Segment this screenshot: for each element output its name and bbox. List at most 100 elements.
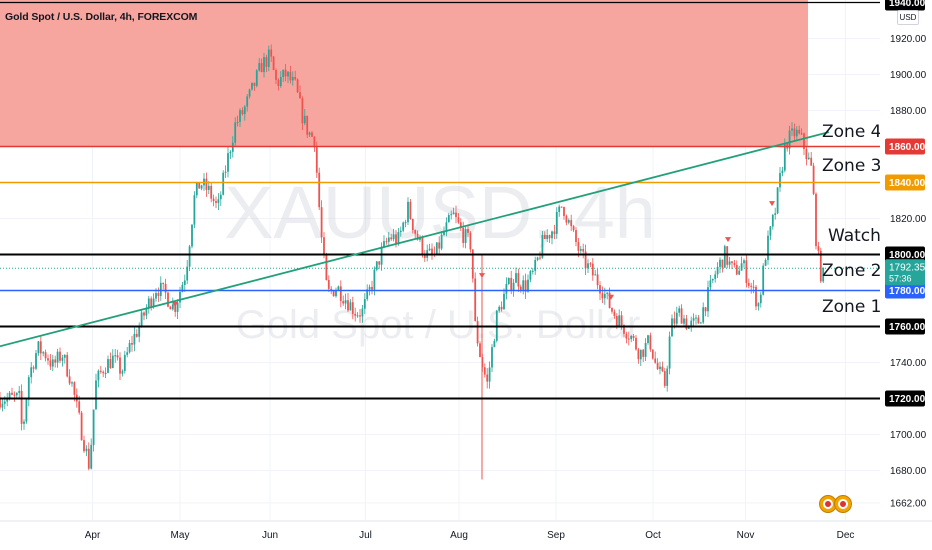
candle-body: [769, 226, 772, 236]
candle-body: [582, 248, 585, 252]
candle-body: [176, 302, 179, 312]
x-tick-label-dec: Dec: [837, 530, 855, 541]
candle-body: [258, 63, 261, 71]
y-tick-label: 1880.00: [890, 106, 927, 117]
alert-marker: [725, 237, 731, 243]
candle-body: [13, 394, 16, 396]
candle-body: [61, 357, 64, 361]
zone-label-watch: Watch: [828, 226, 881, 246]
candle-body: [702, 307, 705, 323]
candle-body: [159, 282, 162, 296]
y-tick-label: 1700.00: [890, 430, 927, 441]
candle-body: [567, 220, 570, 223]
trendline: [0, 131, 830, 348]
candle-body: [793, 128, 796, 137]
candle-body: [625, 333, 628, 339]
candle-body: [164, 284, 167, 293]
candle-body: [721, 259, 724, 268]
candle-body: [553, 231, 556, 234]
symbol-title[interactable]: Gold Spot / U.S. Dollar, 4h, FOREXCOM: [5, 11, 198, 23]
candle-body: [332, 290, 335, 297]
candle-body: [97, 370, 100, 381]
candle-body: [534, 259, 537, 271]
candle-body: [587, 263, 589, 269]
candle-body: [774, 213, 777, 215]
candle-body: [327, 279, 330, 289]
candle-body: [392, 234, 395, 240]
flag-icon-2[interactable]: [834, 495, 852, 513]
candle-body: [762, 265, 765, 295]
candle-body: [675, 312, 678, 324]
candle-body: [723, 246, 726, 268]
candle-body: [123, 354, 126, 372]
candle-body: [171, 304, 174, 310]
candle-body: [318, 172, 321, 208]
candle-body: [212, 198, 215, 202]
candle-body: [651, 349, 654, 359]
candle-body: [263, 57, 265, 73]
candle-body: [227, 153, 229, 172]
candle-body: [635, 337, 637, 350]
candle-body: [109, 359, 112, 368]
candle-body: [51, 359, 54, 367]
candle-body: [205, 178, 208, 190]
candle-body: [1, 403, 4, 408]
alert-marker: [172, 301, 178, 307]
candle-body: [99, 370, 102, 372]
candle-body: [493, 340, 496, 348]
candle-body: [162, 282, 165, 285]
candle-body: [601, 293, 604, 299]
resistance-zone: [0, 0, 808, 147]
candle-body: [18, 390, 21, 393]
candle-body: [349, 302, 352, 311]
candle-body: [68, 376, 71, 384]
candle-body: [735, 264, 738, 275]
candle-body: [90, 444, 93, 469]
alert-marker: [608, 294, 614, 300]
candle-body: [469, 232, 472, 250]
candle-body: [771, 214, 774, 227]
candle-body: [738, 270, 741, 275]
currency-badge[interactable]: USD: [897, 10, 919, 25]
candle-body: [25, 399, 28, 422]
candle-body: [270, 49, 273, 57]
candle-body: [589, 263, 592, 265]
candle-body: [66, 354, 69, 377]
candle-body: [764, 259, 767, 266]
candle-body: [308, 132, 311, 135]
candle-body: [193, 195, 196, 225]
y-tick-label: 1920.00: [890, 34, 927, 45]
x-tick-label-oct: Oct: [645, 530, 661, 541]
candle-body: [279, 76, 282, 87]
candle-body: [87, 448, 90, 469]
candle-body: [303, 115, 306, 124]
candle-body: [3, 401, 6, 404]
candle-body: [476, 321, 479, 344]
candle-body: [668, 336, 671, 369]
x-tick-label-jul: Jul: [359, 530, 372, 541]
candle-body: [325, 254, 328, 280]
candle-body: [647, 335, 649, 344]
price-tag-bg-1860: [885, 138, 925, 155]
candle-body: [685, 318, 688, 329]
candle-body: [697, 317, 700, 324]
candle-body: [599, 285, 601, 294]
price-tag-1780: 1780.00: [889, 286, 926, 297]
candle-body: [54, 359, 57, 363]
candle-body: [606, 292, 609, 294]
candle-body: [486, 374, 489, 382]
flag-icon[interactable]: [819, 495, 837, 513]
candle-body: [560, 206, 563, 208]
candle-body: [488, 367, 491, 382]
candle-body: [704, 307, 707, 312]
candle-body: [287, 71, 289, 77]
candle-body: [663, 371, 666, 386]
candle-body: [128, 342, 131, 353]
candle-body: [85, 448, 88, 452]
candle-body: [464, 228, 467, 243]
candle-body: [104, 372, 107, 374]
candle-body: [121, 371, 124, 374]
candle-body: [611, 307, 613, 312]
